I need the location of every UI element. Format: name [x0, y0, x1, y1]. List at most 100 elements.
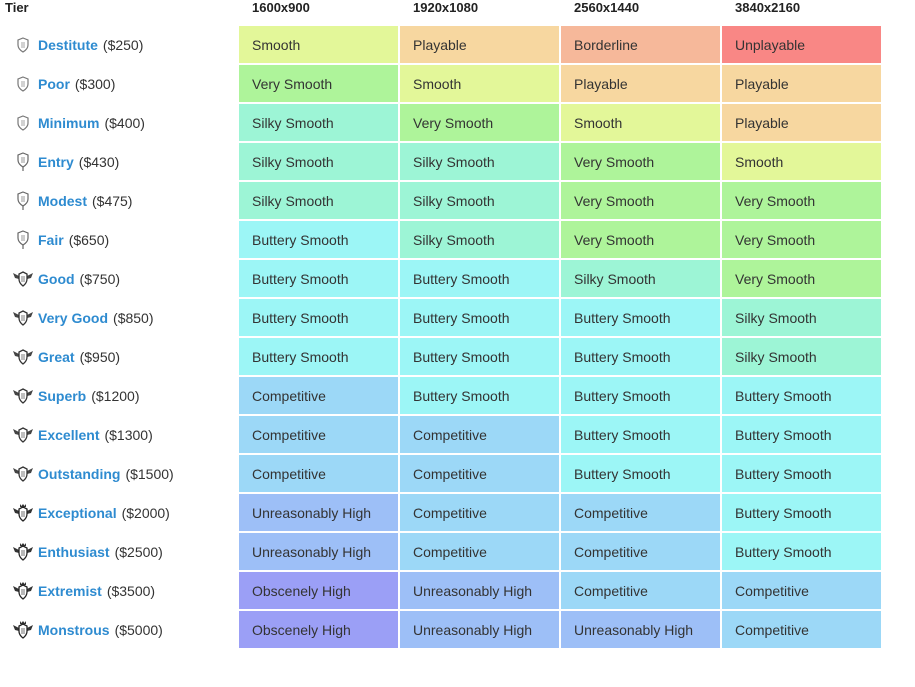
tier-label-group: Very Good ($850) — [12, 307, 237, 329]
header-res-2560x1440: 2560x1440 — [574, 0, 640, 15]
tier-price: ($430) — [78, 153, 120, 170]
rating-cell-1600x900: Obscenely High — [239, 611, 398, 650]
rating-cell-1600x900: Very Smooth — [239, 65, 398, 104]
tier-link-extremist[interactable]: Extremist — [38, 582, 102, 599]
tier-cell-entry: Entry ($430) — [2, 143, 237, 182]
rating-cell-1600x900: Unreasonably High — [239, 533, 398, 572]
tier-price: ($2000) — [121, 504, 170, 521]
rating-cell-3840x2160: Playable — [722, 65, 881, 104]
header-res-1600x900: 1600x900 — [252, 0, 310, 15]
table-row: Destitute ($250) Smooth Playable Borderline U… — [2, 26, 881, 65]
rating-cell-1600x900: Silky Smooth — [239, 143, 398, 182]
table-row: Excellent ($1300) Competitive Competitive Bu… — [2, 416, 881, 455]
tier-price: ($850) — [113, 309, 154, 326]
tier-link-outstanding[interactable]: Outstanding — [38, 465, 121, 482]
rating-cell-1920x1080: Unreasonably High — [400, 611, 559, 650]
tier-cell-destitute: Destitute ($250) — [2, 26, 237, 65]
tier-cell-good: Good ($750) — [2, 260, 237, 299]
rating-cell-1920x1080: Buttery Smooth — [400, 377, 559, 416]
rating-cell-2560x1440: Silky Smooth — [561, 260, 720, 299]
tier-link-fair[interactable]: Fair — [38, 231, 64, 248]
table-row: Modest ($475) Silky Smooth Silky Smooth Very… — [2, 182, 881, 221]
rating-cell-1920x1080: Smooth — [400, 65, 559, 104]
rating-cell-2560x1440: Smooth — [561, 104, 720, 143]
rating-cell-3840x2160: Buttery Smooth — [722, 416, 881, 455]
rating-cell-2560x1440: Competitive — [561, 494, 720, 533]
winged-shield-icon — [12, 346, 34, 368]
rating-cell-1600x900: Competitive — [239, 416, 398, 455]
rating-cell-3840x2160: Buttery Smooth — [722, 494, 881, 533]
tier-price: ($250) — [102, 36, 144, 53]
table-row: Superb ($1200) Competitive Buttery Smooth Bu… — [2, 377, 881, 416]
shield-medal-icon — [12, 229, 34, 251]
rating-cell-3840x2160: Very Smooth — [722, 182, 881, 221]
rating-cell-1600x900: Silky Smooth — [239, 104, 398, 143]
rating-cell-1600x900: Buttery Smooth — [239, 299, 398, 338]
tier-cell-fair: Fair ($650) — [2, 221, 237, 260]
table-row: Very Good ($850) Buttery Smooth Buttery Smo… — [2, 299, 881, 338]
tier-price: ($5000) — [114, 621, 163, 638]
rating-cell-1920x1080: Very Smooth — [400, 104, 559, 143]
tier-label-group: Poor ($300) — [12, 73, 237, 95]
rating-cell-3840x2160: Very Smooth — [722, 221, 881, 260]
tier-price: ($1500) — [125, 465, 174, 482]
tier-link-superb[interactable]: Superb — [38, 387, 87, 404]
table-row: Good ($750) Buttery Smooth Buttery Smooth Si… — [2, 260, 881, 299]
table-body: Destitute ($250) Smooth Playable Borderline U… — [2, 26, 881, 650]
tier-link-exceptional[interactable]: Exceptional — [38, 504, 117, 521]
tier-cell-very-good: Very Good ($850) — [2, 299, 237, 338]
rating-cell-2560x1440: Playable — [561, 65, 720, 104]
rating-cell-1920x1080: Silky Smooth — [400, 143, 559, 182]
rating-cell-3840x2160: Buttery Smooth — [722, 455, 881, 494]
tier-link-poor[interactable]: Poor — [38, 75, 70, 92]
rating-cell-1920x1080: Buttery Smooth — [400, 299, 559, 338]
tier-label-group: Exceptional ($2000) — [12, 502, 237, 524]
tier-link-excellent[interactable]: Excellent — [38, 426, 100, 443]
tier-cell-great: Great ($950) — [2, 338, 237, 377]
tier-link-modest[interactable]: Modest — [38, 192, 87, 209]
winged-shield-icon — [12, 307, 34, 329]
tier-cell-outstanding: Outstanding ($1500) — [2, 455, 237, 494]
table-row: Monstrous ($5000) Obscenely High Unreasonab… — [2, 611, 881, 650]
tier-link-good[interactable]: Good — [38, 270, 75, 287]
table-row: Minimum ($400) Silky Smooth Very Smooth Smoo… — [2, 104, 881, 143]
tier-price: ($475) — [92, 192, 133, 209]
tier-cell-excellent: Excellent ($1300) — [2, 416, 237, 455]
tier-label-group: Fair ($650) — [12, 229, 237, 251]
tier-price: ($950) — [79, 348, 121, 365]
table-row: Fair ($650) Buttery Smooth Silky Smooth Very… — [2, 221, 881, 260]
tier-link-minimum[interactable]: Minimum — [38, 114, 100, 131]
shield-medal-icon — [12, 190, 34, 212]
rating-cell-1920x1080: Silky Smooth — [400, 182, 559, 221]
rating-cell-3840x2160: Silky Smooth — [722, 338, 881, 377]
rating-cell-3840x2160: Unplayable — [722, 26, 881, 65]
shield-small-icon — [12, 112, 34, 134]
shield-small-icon — [12, 34, 34, 56]
rating-cell-2560x1440: Borderline — [561, 26, 720, 65]
rating-cell-1600x900: Competitive — [239, 377, 398, 416]
table-row: Entry ($430) Silky Smooth Silky Smooth Very … — [2, 143, 881, 182]
rating-cell-1600x900: Smooth — [239, 26, 398, 65]
tier-link-monstrous[interactable]: Monstrous — [38, 621, 110, 638]
table-row: Extremist ($3500) Obscenely High Unreasonab… — [2, 572, 881, 611]
tier-label-group: Great ($950) — [12, 346, 237, 368]
tier-link-very-good[interactable]: Very Good — [38, 309, 109, 326]
rating-cell-1920x1080: Silky Smooth — [400, 221, 559, 260]
rating-cell-2560x1440: Buttery Smooth — [561, 338, 720, 377]
crowned-winged-shield-icon — [12, 619, 34, 641]
crowned-winged-shield-icon — [12, 502, 34, 524]
header-row: Tier 1600x900 1920x1080 2560x1440 3840x2… — [2, 0, 881, 26]
crowned-winged-shield-icon — [12, 541, 34, 563]
tier-cell-monstrous: Monstrous ($5000) — [2, 611, 237, 650]
tier-price: ($1200) — [91, 387, 140, 404]
tier-cell-enthusiast: Enthusiast ($2500) — [2, 533, 237, 572]
tier-link-great[interactable]: Great — [38, 348, 75, 365]
table-row: Outstanding ($1500) Competitive Competitive… — [2, 455, 881, 494]
rating-cell-2560x1440: Very Smooth — [561, 221, 720, 260]
tier-link-destitute[interactable]: Destitute — [38, 36, 98, 53]
tier-label-group: Minimum ($400) — [12, 112, 237, 134]
tier-link-enthusiast[interactable]: Enthusiast — [38, 543, 110, 560]
tier-cell-poor: Poor ($300) — [2, 65, 237, 104]
rating-cell-3840x2160: Buttery Smooth — [722, 533, 881, 572]
tier-link-entry[interactable]: Entry — [38, 153, 74, 170]
